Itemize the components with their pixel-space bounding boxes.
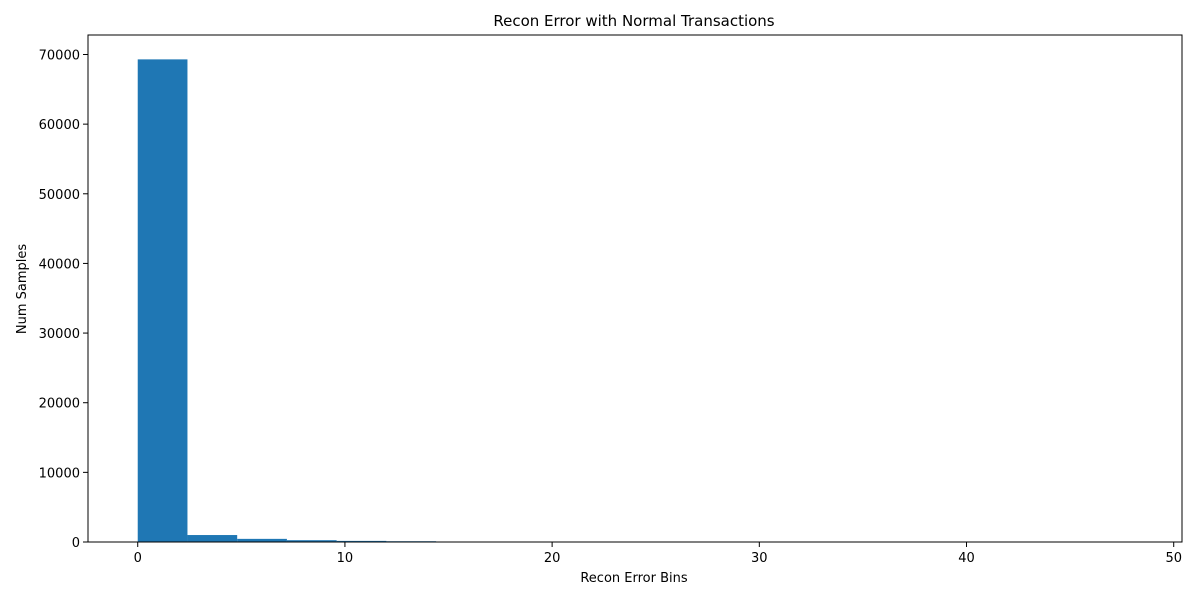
x-tick-label: 50 bbox=[1165, 551, 1182, 566]
y-tick-label: 0 bbox=[72, 536, 80, 551]
y-tick-label: 70000 bbox=[39, 49, 80, 64]
y-tick-label: 60000 bbox=[39, 118, 80, 133]
x-axis: 0 10 20 30 40 50 bbox=[134, 542, 1182, 566]
x-tick-label: 20 bbox=[544, 551, 561, 566]
y-tick-label: 50000 bbox=[39, 188, 80, 203]
plot-frame bbox=[87, 34, 1183, 543]
x-tick-label: 0 bbox=[134, 551, 142, 566]
y-tick-label: 20000 bbox=[39, 397, 80, 412]
histogram-bar bbox=[187, 535, 238, 542]
x-axis-title: Recon Error Bins bbox=[580, 571, 688, 586]
histogram-bar bbox=[336, 540, 387, 542]
histogram-bar bbox=[286, 540, 337, 542]
chart-title: Recon Error with Normal Transactions bbox=[493, 12, 774, 30]
y-tick-label: 30000 bbox=[39, 327, 80, 342]
x-tick-label: 40 bbox=[958, 551, 975, 566]
y-tick-label: 10000 bbox=[39, 466, 80, 481]
histogram-bar bbox=[237, 538, 287, 542]
y-axis: 0 10000 20000 30000 40000 50000 60000 70000 bbox=[39, 49, 88, 551]
x-tick-label: 30 bbox=[751, 551, 768, 566]
y-axis-title: Num Samples bbox=[15, 244, 30, 335]
bars-group bbox=[137, 59, 1133, 542]
histogram-bar bbox=[137, 59, 188, 542]
x-tick-label: 10 bbox=[337, 551, 354, 566]
y-tick-label: 40000 bbox=[39, 257, 80, 272]
